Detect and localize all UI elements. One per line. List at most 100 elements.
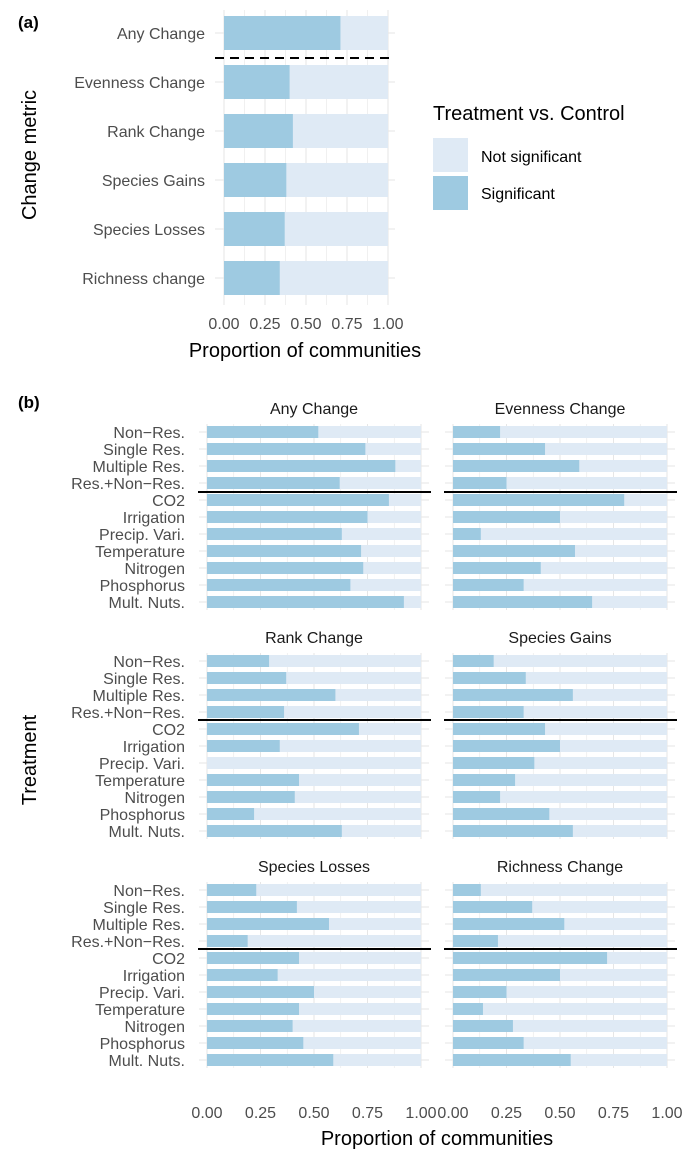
bar-significant bbox=[453, 935, 498, 947]
category-label: Species Losses bbox=[93, 222, 205, 239]
bar-significant bbox=[453, 1020, 513, 1032]
bar-not-significant bbox=[207, 935, 421, 947]
bar-not-significant bbox=[453, 1003, 667, 1015]
x-tick-label: 0.25 bbox=[249, 316, 280, 333]
x-tick-label: 1.00 bbox=[372, 316, 403, 333]
bar-significant bbox=[453, 706, 524, 718]
bar-not-significant bbox=[453, 935, 667, 947]
panel-a-plot: Any Change Evenness Change Rank Change Spec… bbox=[74, 10, 404, 333]
panel-b-xlabel: Proportion of communities bbox=[321, 1128, 553, 1150]
bar-significant bbox=[453, 901, 533, 913]
bar-significant bbox=[453, 1003, 483, 1015]
bar-significant bbox=[207, 884, 257, 896]
bar-significant bbox=[207, 477, 340, 489]
bar-significant bbox=[207, 723, 359, 735]
facet-evenness-change: Evenness Change bbox=[444, 401, 677, 610]
category-label: Nitrogen bbox=[125, 561, 185, 578]
category-label: CO2 bbox=[152, 722, 185, 739]
category-label: Richness change bbox=[82, 271, 205, 288]
category-label: CO2 bbox=[152, 951, 185, 968]
bar-significant bbox=[453, 689, 573, 701]
bar-significant bbox=[453, 1037, 524, 1049]
bar-significant bbox=[207, 528, 342, 540]
panel-a-label: (a) bbox=[18, 13, 39, 32]
bar-significant bbox=[207, 1003, 300, 1015]
x-tick-label: 1.00 bbox=[405, 1105, 436, 1122]
legend-title: Treatment vs. Control bbox=[433, 103, 625, 125]
facet-title: Rank Change bbox=[265, 630, 363, 647]
bar-significant bbox=[207, 460, 396, 472]
bar-not-significant bbox=[453, 884, 667, 896]
bar-not-significant bbox=[453, 426, 667, 438]
bar-significant bbox=[207, 545, 362, 557]
category-label: Nitrogen bbox=[125, 1019, 185, 1036]
legend: Treatment vs. Control Not significant Si… bbox=[433, 103, 625, 210]
bar-significant bbox=[207, 986, 314, 998]
bar-significant bbox=[207, 901, 297, 913]
category-label: Evenness Change bbox=[74, 75, 205, 92]
category-label: Species Gains bbox=[102, 173, 205, 190]
bar-significant bbox=[207, 952, 300, 964]
category-label: Irrigation bbox=[123, 739, 185, 756]
category-label: Phosphorus bbox=[100, 807, 185, 824]
facet-rank-change: Rank Change Non−Res.Single Res.Multiple R… bbox=[71, 630, 431, 841]
category-label: Phosphorus bbox=[100, 578, 185, 595]
category-label: Irrigation bbox=[123, 510, 185, 527]
bar-significant bbox=[453, 596, 593, 608]
bar-significant bbox=[207, 706, 285, 718]
bar-significant bbox=[453, 511, 560, 523]
bar-significant bbox=[207, 443, 366, 455]
category-label: Rank Change bbox=[107, 124, 205, 141]
category-label: Mult. Nuts. bbox=[109, 595, 185, 612]
category-label: Res.+Non−Res. bbox=[71, 705, 185, 722]
category-label: Non−Res. bbox=[113, 425, 185, 442]
category-label: Precip. Vari. bbox=[99, 985, 185, 1002]
bar-significant bbox=[453, 528, 481, 540]
category-label: Precip. Vari. bbox=[99, 756, 185, 773]
bar-significant bbox=[453, 426, 501, 438]
bar-significant bbox=[224, 163, 287, 197]
category-label: Single Res. bbox=[103, 442, 185, 459]
x-tick-label: 0.25 bbox=[491, 1105, 522, 1122]
x-tick-label: 0.75 bbox=[352, 1105, 383, 1122]
bar-significant bbox=[453, 825, 573, 837]
bar-significant bbox=[453, 884, 481, 896]
bar-significant bbox=[207, 969, 278, 981]
bar-not-significant bbox=[207, 884, 421, 896]
facet-any-change: Any Change Non−Res.Single Res.Multiple Re… bbox=[71, 401, 431, 612]
bar-significant bbox=[224, 261, 280, 295]
bar-significant bbox=[453, 969, 560, 981]
bar-not-significant bbox=[207, 757, 421, 769]
x-tick-label: 0.50 bbox=[544, 1105, 575, 1122]
bar-significant bbox=[453, 562, 541, 574]
bar-significant bbox=[207, 672, 287, 684]
facet-species-losses: Species Losses Non−Res.Single Res.Multipl… bbox=[71, 859, 437, 1122]
bar-significant bbox=[207, 935, 248, 947]
category-label: Multiple Res. bbox=[93, 917, 185, 934]
category-label: Nitrogen bbox=[125, 790, 185, 807]
bar-significant bbox=[207, 689, 336, 701]
legend-label-significant: Significant bbox=[481, 186, 555, 203]
legend-swatch-not-significant bbox=[433, 138, 468, 172]
legend-label-not-significant: Not significant bbox=[481, 149, 582, 166]
facet-title: Any Change bbox=[270, 401, 358, 418]
category-label: Multiple Res. bbox=[93, 459, 185, 476]
bar-significant bbox=[207, 1037, 304, 1049]
bar-significant bbox=[453, 723, 546, 735]
bar-significant bbox=[453, 443, 546, 455]
bar-significant bbox=[453, 757, 535, 769]
bar-significant bbox=[224, 16, 341, 50]
x-tick-label: 0.75 bbox=[331, 316, 362, 333]
bar-significant bbox=[207, 579, 351, 591]
bar-significant bbox=[453, 918, 565, 930]
bar-significant bbox=[453, 952, 608, 964]
category-label: Temperature bbox=[95, 544, 185, 561]
facet-species-gains: Species Gains bbox=[444, 630, 677, 839]
panel-a-ylabel: Change metric bbox=[19, 90, 41, 220]
bar-significant bbox=[207, 511, 368, 523]
bar-significant bbox=[453, 494, 625, 506]
facet-richness-change: Richness Change 0.00 0.25 0.50 0.75 1.00 bbox=[437, 859, 682, 1122]
category-label: Temperature bbox=[95, 1002, 185, 1019]
